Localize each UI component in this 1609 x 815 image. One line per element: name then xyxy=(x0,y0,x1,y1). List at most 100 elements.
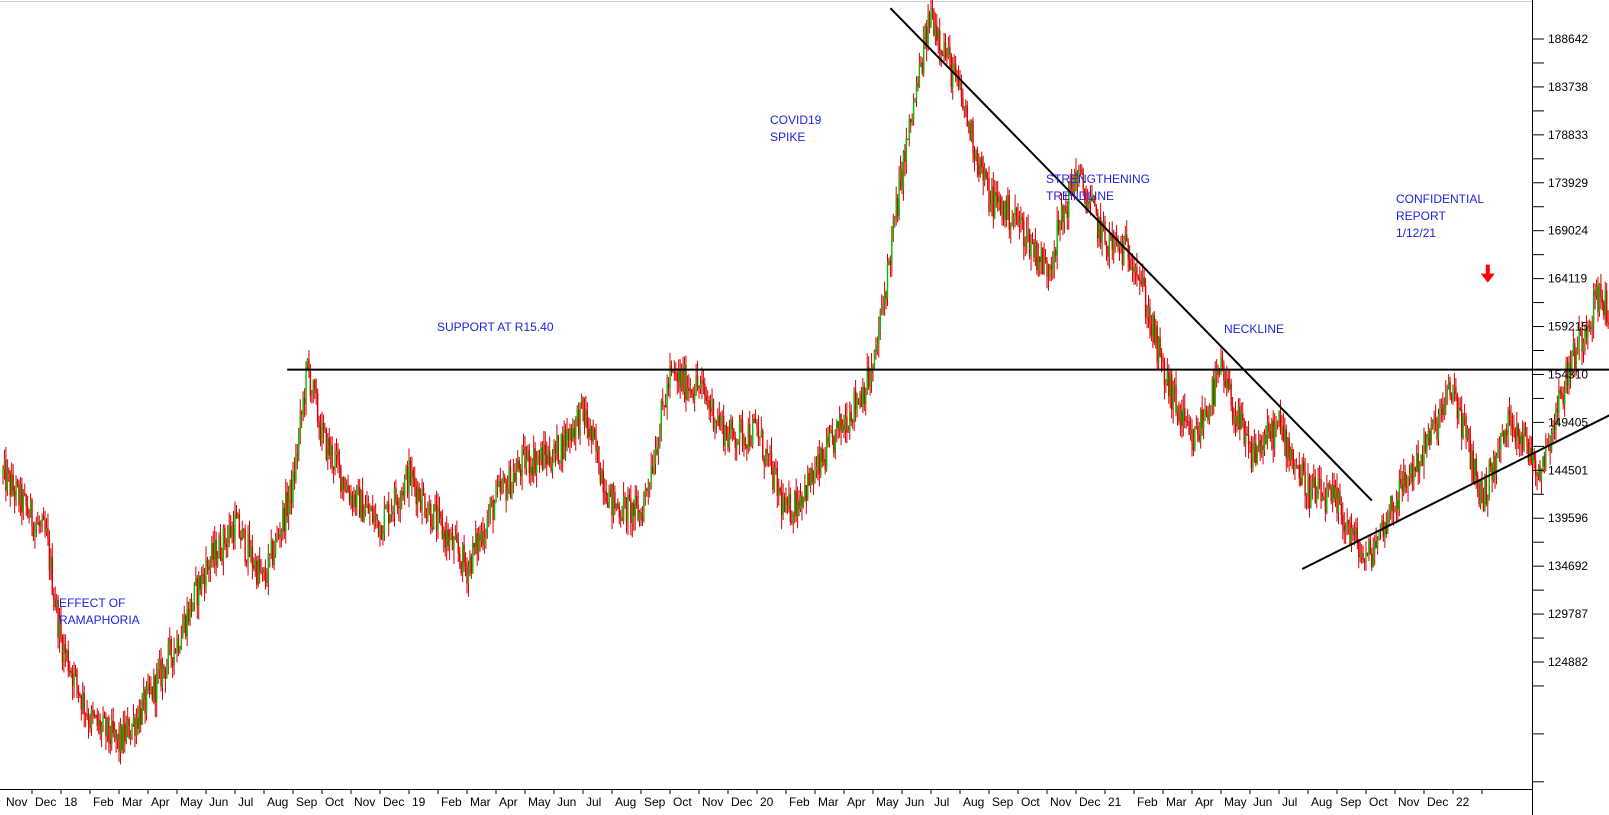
candle-body xyxy=(306,358,309,365)
candle-body xyxy=(1113,238,1115,250)
candle-body xyxy=(1295,465,1298,467)
candle-body xyxy=(1126,234,1128,242)
candle-body xyxy=(1271,420,1273,439)
x-tick-label: Mar xyxy=(1166,795,1187,809)
candle-body xyxy=(432,504,435,530)
candle-body xyxy=(691,389,693,394)
candle-body xyxy=(1484,478,1486,511)
candle-body xyxy=(878,330,880,345)
candle-body xyxy=(1124,234,1126,240)
candle-body xyxy=(1516,424,1518,442)
candle-body xyxy=(675,372,677,374)
candle-body xyxy=(917,83,919,87)
candle-body xyxy=(380,525,383,540)
candle-body xyxy=(411,470,413,484)
candle-body xyxy=(766,449,768,454)
candle-body xyxy=(1401,484,1403,491)
candle-body xyxy=(16,481,19,486)
candle-body xyxy=(1015,208,1018,216)
candle-body xyxy=(486,518,488,535)
candle-body xyxy=(493,502,496,521)
candle-body xyxy=(1168,371,1170,397)
candle-body xyxy=(364,506,367,515)
trendline-downtrend xyxy=(889,7,1373,502)
candle-body xyxy=(1504,430,1506,443)
candle-body xyxy=(1378,530,1380,540)
candle-body xyxy=(240,537,242,541)
candle-body xyxy=(854,390,857,410)
candle-body xyxy=(1095,206,1097,213)
candle-body xyxy=(1436,423,1438,440)
candle-body xyxy=(495,484,497,503)
candle-body xyxy=(367,504,370,514)
candle-body xyxy=(959,82,961,88)
candle-body xyxy=(1432,420,1434,426)
candle-body xyxy=(705,395,707,402)
candle-body xyxy=(609,484,612,490)
candle-body xyxy=(32,526,35,538)
candle-body xyxy=(196,578,198,606)
candle-body xyxy=(256,560,258,585)
candle-body xyxy=(1275,422,1277,426)
candle-body xyxy=(1300,478,1302,485)
candle-body xyxy=(1130,267,1132,270)
candle-body xyxy=(1160,356,1163,360)
candle-body xyxy=(388,503,390,524)
candle-body xyxy=(128,719,130,739)
candle-body xyxy=(801,495,803,507)
candle-body xyxy=(1171,374,1173,410)
candle-body xyxy=(765,449,767,465)
candle-body xyxy=(37,522,39,525)
candle-body xyxy=(28,514,30,518)
candle-body xyxy=(1424,434,1427,453)
candle-body xyxy=(1017,215,1019,225)
candle-body xyxy=(1395,500,1398,512)
candle-body xyxy=(1094,196,1096,207)
candle-body xyxy=(1452,388,1454,401)
candle-body xyxy=(802,496,805,507)
candle-body xyxy=(1075,171,1077,184)
candle-body xyxy=(1097,212,1099,239)
candle-body xyxy=(733,429,735,438)
candle-body xyxy=(786,498,789,506)
candle-body xyxy=(467,566,470,584)
candle-body xyxy=(1369,539,1372,554)
candle-body xyxy=(1137,276,1140,280)
candle-body xyxy=(386,503,388,508)
candle-body xyxy=(222,527,225,562)
candle-body xyxy=(1211,379,1213,407)
candle-body xyxy=(557,435,560,464)
y-tick-label: 178833 xyxy=(1548,128,1588,142)
candle-body xyxy=(1466,428,1469,438)
candle-body xyxy=(406,467,409,494)
candle-body xyxy=(596,446,599,452)
x-tick-label: Dec xyxy=(731,795,752,809)
candle-body xyxy=(512,472,515,483)
candle-body xyxy=(1490,461,1492,467)
candle-body xyxy=(417,487,419,505)
candle-body xyxy=(575,417,577,438)
candle-body xyxy=(720,419,722,426)
candle-body xyxy=(1258,440,1260,447)
candle-body xyxy=(434,504,436,506)
candle-body xyxy=(324,428,326,430)
candle-body xyxy=(124,722,126,742)
candle-body xyxy=(804,484,806,497)
candle-body xyxy=(1210,406,1212,408)
candle-body xyxy=(142,689,145,700)
candle-body xyxy=(978,164,980,176)
candle-body xyxy=(641,516,644,522)
candle-body xyxy=(295,454,297,481)
candle-body xyxy=(1588,325,1590,328)
candle-body xyxy=(662,400,664,405)
candle-body xyxy=(731,419,734,430)
candle-body xyxy=(535,460,538,474)
candle-body xyxy=(453,539,455,550)
candle-body xyxy=(1553,427,1556,430)
candle-body xyxy=(1606,290,1608,323)
candle-body xyxy=(376,514,378,521)
candle-body xyxy=(1136,267,1138,277)
candle-body xyxy=(69,670,71,672)
x-tick-label: 22 xyxy=(1456,795,1470,809)
candle-body xyxy=(248,533,251,557)
